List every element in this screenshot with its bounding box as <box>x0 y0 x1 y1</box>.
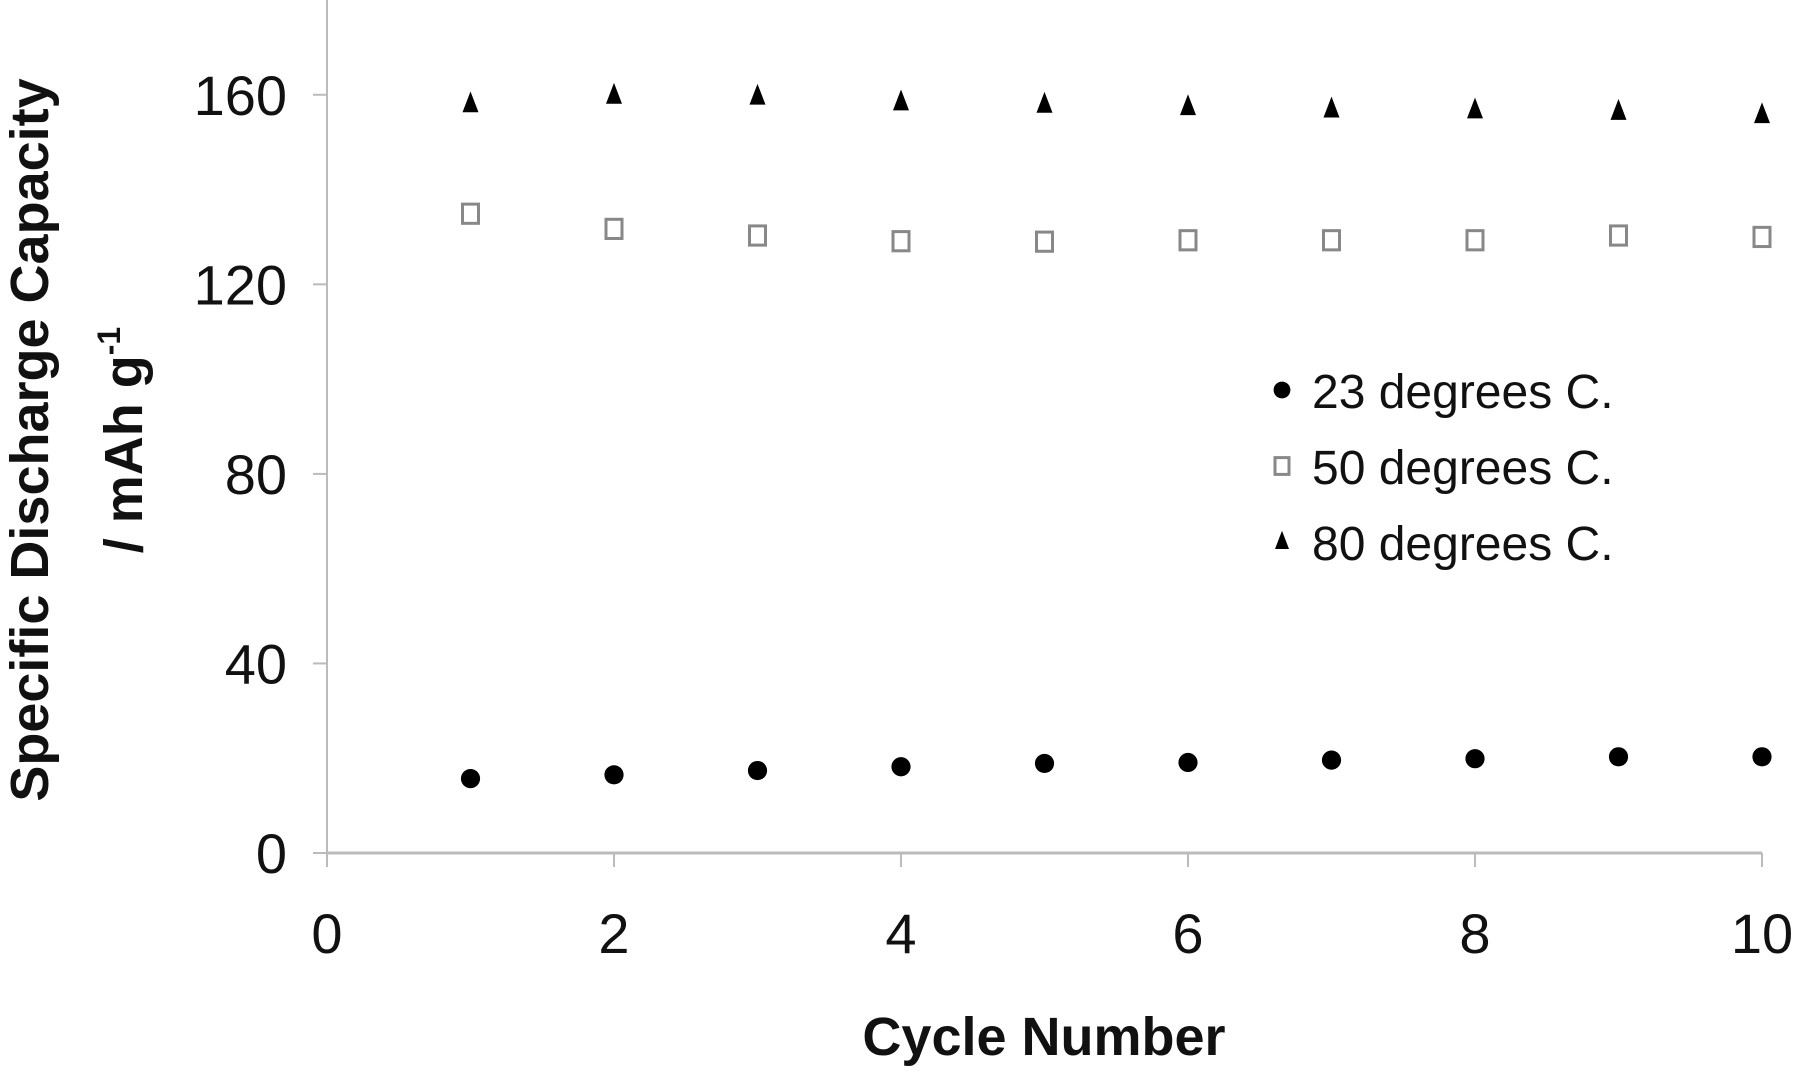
data-point-series-2 <box>749 83 766 105</box>
data-point-series-1 <box>461 202 480 225</box>
data-point-series-0 <box>1034 753 1055 774</box>
data-point-series-0 <box>891 757 911 777</box>
data-point-series-0 <box>747 760 768 781</box>
data-point-series-1 <box>1465 229 1485 252</box>
data-point-series-0 <box>604 765 624 785</box>
data-point-series-2 <box>606 82 622 104</box>
y-tick-label: 40 <box>225 632 287 695</box>
legend-marker <box>1275 530 1289 549</box>
data-point-series-0 <box>1465 749 1485 769</box>
legend-marker <box>1273 456 1291 476</box>
data-point-series-1 <box>1035 230 1054 253</box>
x-tick-label: 0 <box>311 902 342 965</box>
x-tick-label: 8 <box>1459 902 1490 965</box>
x-tick-label: 2 <box>598 902 629 965</box>
x-axis-label: Cycle Number <box>862 1007 1225 1067</box>
data-point-series-0 <box>1752 747 1772 767</box>
legend-marker <box>1273 381 1291 399</box>
data-point-series-2 <box>1754 102 1770 124</box>
y-tick-label: 120 <box>194 253 287 316</box>
x-tick-label: 10 <box>1731 902 1793 965</box>
data-point-series-0 <box>1178 752 1198 773</box>
data-point-series-1 <box>1178 229 1198 252</box>
legend-label: 50 degrees C. <box>1312 442 1614 495</box>
data-point-series-0 <box>1321 750 1342 770</box>
y-axis-unit-label: / mAh g-1 <box>91 327 154 553</box>
data-point-series-2 <box>1467 97 1483 119</box>
y-tick-label: 160 <box>194 64 287 127</box>
data-point-series-1 <box>748 224 767 247</box>
legend-label: 23 degrees C. <box>1312 366 1614 419</box>
y-tick-label: 80 <box>225 443 287 506</box>
y-axis-label: Specific Discharge Capacity <box>0 78 60 801</box>
data-point-series-1 <box>1609 224 1628 247</box>
y-axis-unit-superscript: -1 <box>91 327 127 355</box>
data-point-series-2 <box>1036 91 1053 113</box>
legend: 23 degrees C. 50 degrees C. 80 degrees C. <box>1273 366 1614 571</box>
data-point-series-1 <box>891 230 911 253</box>
x-tick-label: 4 <box>885 902 916 965</box>
data-point-series-2 <box>1610 99 1627 120</box>
data-point-series-0 <box>460 768 481 789</box>
x-tick-label: 6 <box>1172 902 1203 965</box>
data-point-series-2 <box>1323 96 1340 118</box>
data-point-series-1 <box>604 217 624 240</box>
data-point-series-2 <box>462 91 479 113</box>
y-axis-unit: / mAh g <box>94 355 154 553</box>
data-point-series-2 <box>1180 94 1196 116</box>
data-point-series-1 <box>1322 229 1341 252</box>
y-tick-label: 0 <box>256 822 287 885</box>
data-point-series-0 <box>1608 747 1629 767</box>
legend-label: 80 degrees C. <box>1312 518 1614 571</box>
data-point-series-2 <box>893 89 909 111</box>
data-point-series-1 <box>1752 225 1772 249</box>
